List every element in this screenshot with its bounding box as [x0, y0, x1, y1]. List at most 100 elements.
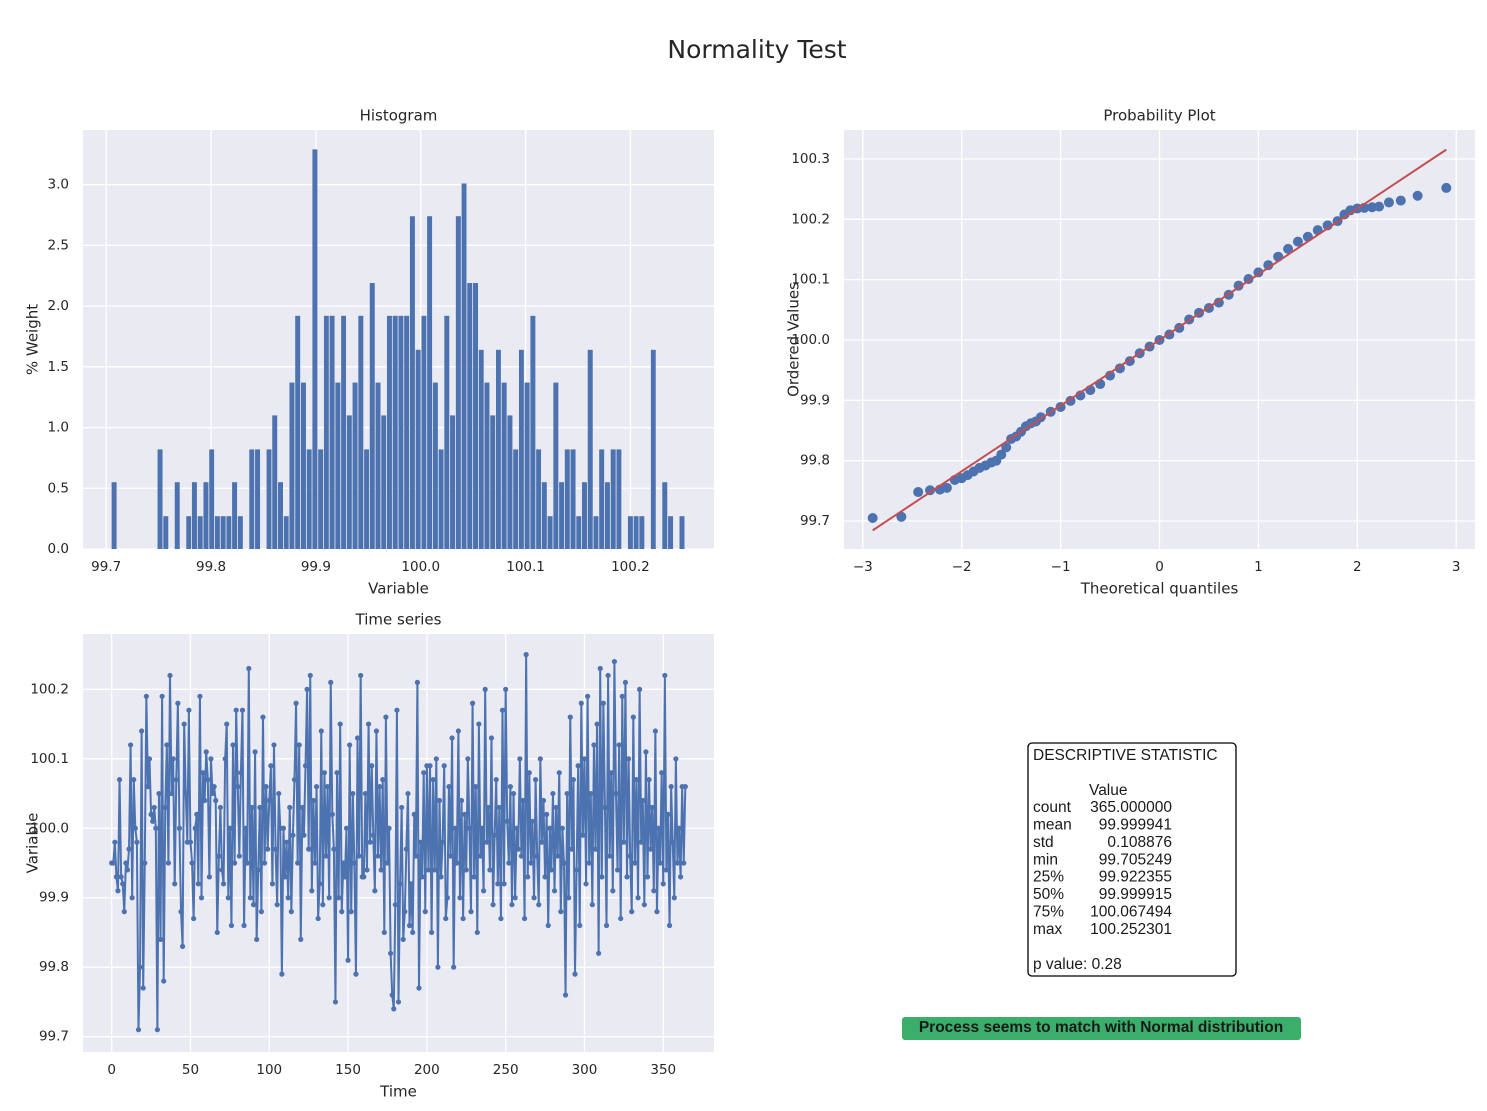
- point: [1263, 260, 1274, 271]
- bar: [404, 315, 410, 549]
- marker: [151, 804, 157, 811]
- bar: [214, 516, 220, 549]
- bar: [507, 415, 513, 549]
- point: [1001, 442, 1012, 453]
- bar: [157, 449, 163, 549]
- marker: [183, 790, 189, 797]
- marker: [509, 902, 515, 908]
- marker: [287, 804, 293, 811]
- marker: [389, 992, 395, 998]
- marker: [473, 783, 479, 790]
- bar: [329, 315, 335, 549]
- marker: [581, 756, 588, 762]
- bar: [438, 449, 444, 549]
- marker: [331, 846, 337, 852]
- marker: [585, 693, 591, 699]
- marker: [561, 860, 567, 866]
- marker: [336, 895, 342, 901]
- marker: [553, 804, 559, 811]
- y-tick-label: 1.5: [48, 359, 69, 375]
- point: [1114, 363, 1125, 374]
- marker: [427, 763, 433, 769]
- marker: [558, 909, 564, 915]
- bar: [455, 216, 461, 549]
- marker: [479, 825, 485, 831]
- marker: [556, 770, 562, 776]
- marker: [323, 853, 329, 859]
- marker: [197, 693, 203, 699]
- marker: [315, 915, 321, 922]
- marker: [388, 950, 394, 956]
- bar: [312, 149, 318, 549]
- bar: [570, 449, 576, 549]
- bar: [232, 482, 238, 549]
- marker: [228, 922, 235, 929]
- marker: [670, 839, 676, 845]
- marker: [375, 853, 381, 859]
- x-tick-label: 300: [572, 1062, 598, 1078]
- marker: [399, 804, 405, 811]
- y-tick-label: 100.2: [791, 211, 830, 227]
- marker: [493, 777, 499, 783]
- marker: [255, 867, 261, 873]
- marker: [246, 665, 252, 672]
- y-tick-label: 3.0: [48, 177, 69, 193]
- marker: [523, 652, 529, 658]
- marker: [466, 825, 473, 831]
- bar: [496, 349, 501, 549]
- marker: [252, 749, 258, 755]
- marker: [458, 797, 465, 804]
- bar: [283, 516, 289, 549]
- marker: [542, 874, 548, 880]
- figure-title: Normality Test: [667, 35, 846, 64]
- marker: [250, 902, 257, 908]
- marker: [233, 707, 239, 713]
- stats-value: 99.999941: [1099, 816, 1172, 833]
- marker: [567, 714, 573, 720]
- bar: [323, 315, 329, 549]
- marker: [652, 728, 658, 734]
- marker: [648, 846, 654, 852]
- marker: [499, 707, 506, 713]
- marker: [339, 909, 345, 915]
- stats-label: mean: [1033, 816, 1072, 833]
- subplot: 0 50 100 150 200 250 300 350 99.7 99.8 99.9 100.0 10…: [24, 611, 714, 1101]
- bar: [358, 315, 364, 549]
- marker: [254, 936, 260, 943]
- marker: [608, 770, 614, 776]
- marker: [154, 1027, 160, 1033]
- y-tick-label: 99.8: [800, 453, 830, 469]
- marker: [666, 922, 673, 929]
- p-value: p value: 0.28: [1033, 956, 1122, 973]
- marker: [326, 895, 332, 901]
- bar: [444, 315, 450, 549]
- marker: [588, 790, 594, 797]
- stats-label: std: [1033, 834, 1054, 851]
- point: [941, 482, 952, 493]
- bar: [478, 349, 484, 549]
- marker: [533, 777, 539, 783]
- marker: [334, 770, 340, 776]
- marker: [261, 860, 268, 866]
- stats-value: 100.252301: [1090, 921, 1172, 938]
- marker: [555, 853, 561, 859]
- marker: [446, 783, 452, 790]
- stats-value: 365.000000: [1090, 799, 1172, 816]
- marker: [232, 860, 238, 866]
- bar: [484, 382, 490, 549]
- marker: [436, 797, 443, 804]
- marker: [249, 804, 255, 811]
- marker: [268, 763, 274, 769]
- x-tick-label: 2: [1353, 559, 1362, 575]
- marker: [351, 860, 357, 866]
- bar: [450, 415, 456, 549]
- y-tick-label: 99.7: [39, 1029, 69, 1045]
- marker: [179, 943, 186, 949]
- marker: [417, 839, 424, 845]
- x-tick-label: 250: [493, 1062, 519, 1078]
- marker: [279, 971, 285, 977]
- marker: [186, 707, 192, 713]
- marker: [194, 811, 200, 817]
- point: [1383, 197, 1394, 208]
- marker: [172, 881, 178, 887]
